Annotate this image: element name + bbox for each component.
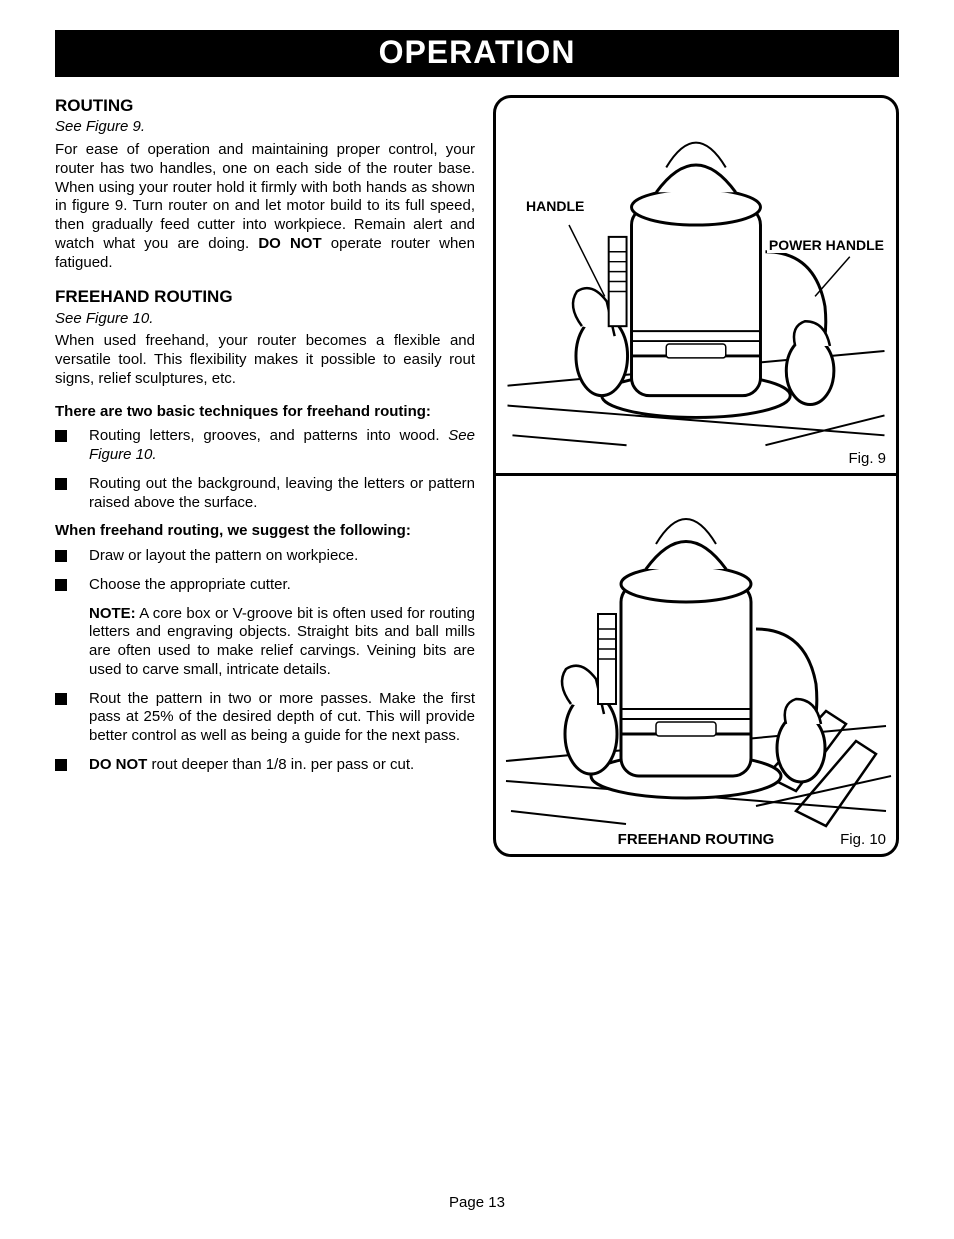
li-text: Routing out the background, leaving the … xyxy=(89,475,475,513)
list-item: Routing letters, grooves, and patterns i… xyxy=(55,427,475,465)
note-body: A core box or V-groove bit is often used… xyxy=(89,605,475,678)
fig9-power-handle-text: POWER HANDLE xyxy=(769,237,884,253)
text-column: ROUTING See Figure 9. For ease of operat… xyxy=(55,95,475,857)
fig10-number: Fig. 10 xyxy=(840,831,886,848)
list-item: DO NOT rout deeper than 1/8 in. per pass… xyxy=(55,756,475,775)
page: OPERATION ROUTING See Figure 9. For ease… xyxy=(0,0,954,857)
routing-body: For ease of operation and maintaining pr… xyxy=(55,141,475,272)
fig9-handle-label: HANDLE xyxy=(524,198,586,214)
list-item: Choose the appropriate cutter. xyxy=(55,576,475,595)
figure-column: HANDLE POWER HANDLE Fig. 9 xyxy=(493,95,899,857)
freehand-sub2: When freehand routing, we suggest the fo… xyxy=(55,522,475,541)
li-text: Routing letters, grooves, and patterns i… xyxy=(89,427,448,444)
note-block: NOTE: A core box or V-groove bit is ofte… xyxy=(89,605,475,680)
page-number: Page 13 xyxy=(0,1194,954,1211)
list-item: Rout the pattern in two or more passes. … xyxy=(55,690,475,746)
routing-figure-ref: See Figure 9. xyxy=(55,118,475,137)
fig10-caption: FREEHAND ROUTING xyxy=(618,831,775,848)
list-item: Draw or layout the pattern on workpiece. xyxy=(55,547,475,566)
bullet-square-icon xyxy=(55,759,67,771)
freehand-list2: Draw or layout the pattern on workpiece.… xyxy=(55,547,475,595)
freehand-heading: FREEHAND ROUTING xyxy=(55,286,475,307)
bullet-square-icon xyxy=(55,478,67,490)
bullet-square-icon xyxy=(55,579,67,591)
router-freehand-illustration-icon xyxy=(496,476,896,854)
li-bold: DO NOT xyxy=(89,756,147,773)
freehand-intro: When used freehand, your router becomes … xyxy=(55,332,475,388)
bullet-square-icon xyxy=(55,550,67,562)
fig9-number: Fig. 9 xyxy=(848,450,886,467)
figure-stack: HANDLE POWER HANDLE Fig. 9 xyxy=(493,95,899,857)
li-text: rout deeper than 1/8 in. per pass or cut… xyxy=(147,756,414,773)
freehand-list1: Routing letters, grooves, and patterns i… xyxy=(55,427,475,512)
router-illustration-icon xyxy=(496,98,896,473)
figure-10-panel: FREEHAND ROUTING Fig. 10 xyxy=(496,476,896,854)
freehand-sub1: There are two basic techniques for freeh… xyxy=(55,403,475,422)
li-text: Rout the pattern in two or more passes. … xyxy=(89,690,475,746)
routing-heading: ROUTING xyxy=(55,95,475,116)
freehand-figure-ref: See Figure 10. xyxy=(55,310,475,329)
section-title-bar: OPERATION xyxy=(55,30,899,77)
freehand-list3: Rout the pattern in two or more passes. … xyxy=(55,690,475,775)
list-item: Routing out the background, leaving the … xyxy=(55,475,475,513)
bullet-square-icon xyxy=(55,430,67,442)
li-text: Draw or layout the pattern on workpiece. xyxy=(89,547,475,566)
li-text: Choose the appropriate cutter. xyxy=(89,576,475,595)
note-bold: NOTE: xyxy=(89,605,136,622)
fig9-power-handle-label: POWER HANDLE xyxy=(767,238,886,253)
figure-9-panel: HANDLE POWER HANDLE Fig. 9 xyxy=(496,98,896,476)
content-row: ROUTING See Figure 9. For ease of operat… xyxy=(55,95,899,857)
routing-body-bold: DO NOT xyxy=(258,235,321,252)
bullet-square-icon xyxy=(55,693,67,705)
